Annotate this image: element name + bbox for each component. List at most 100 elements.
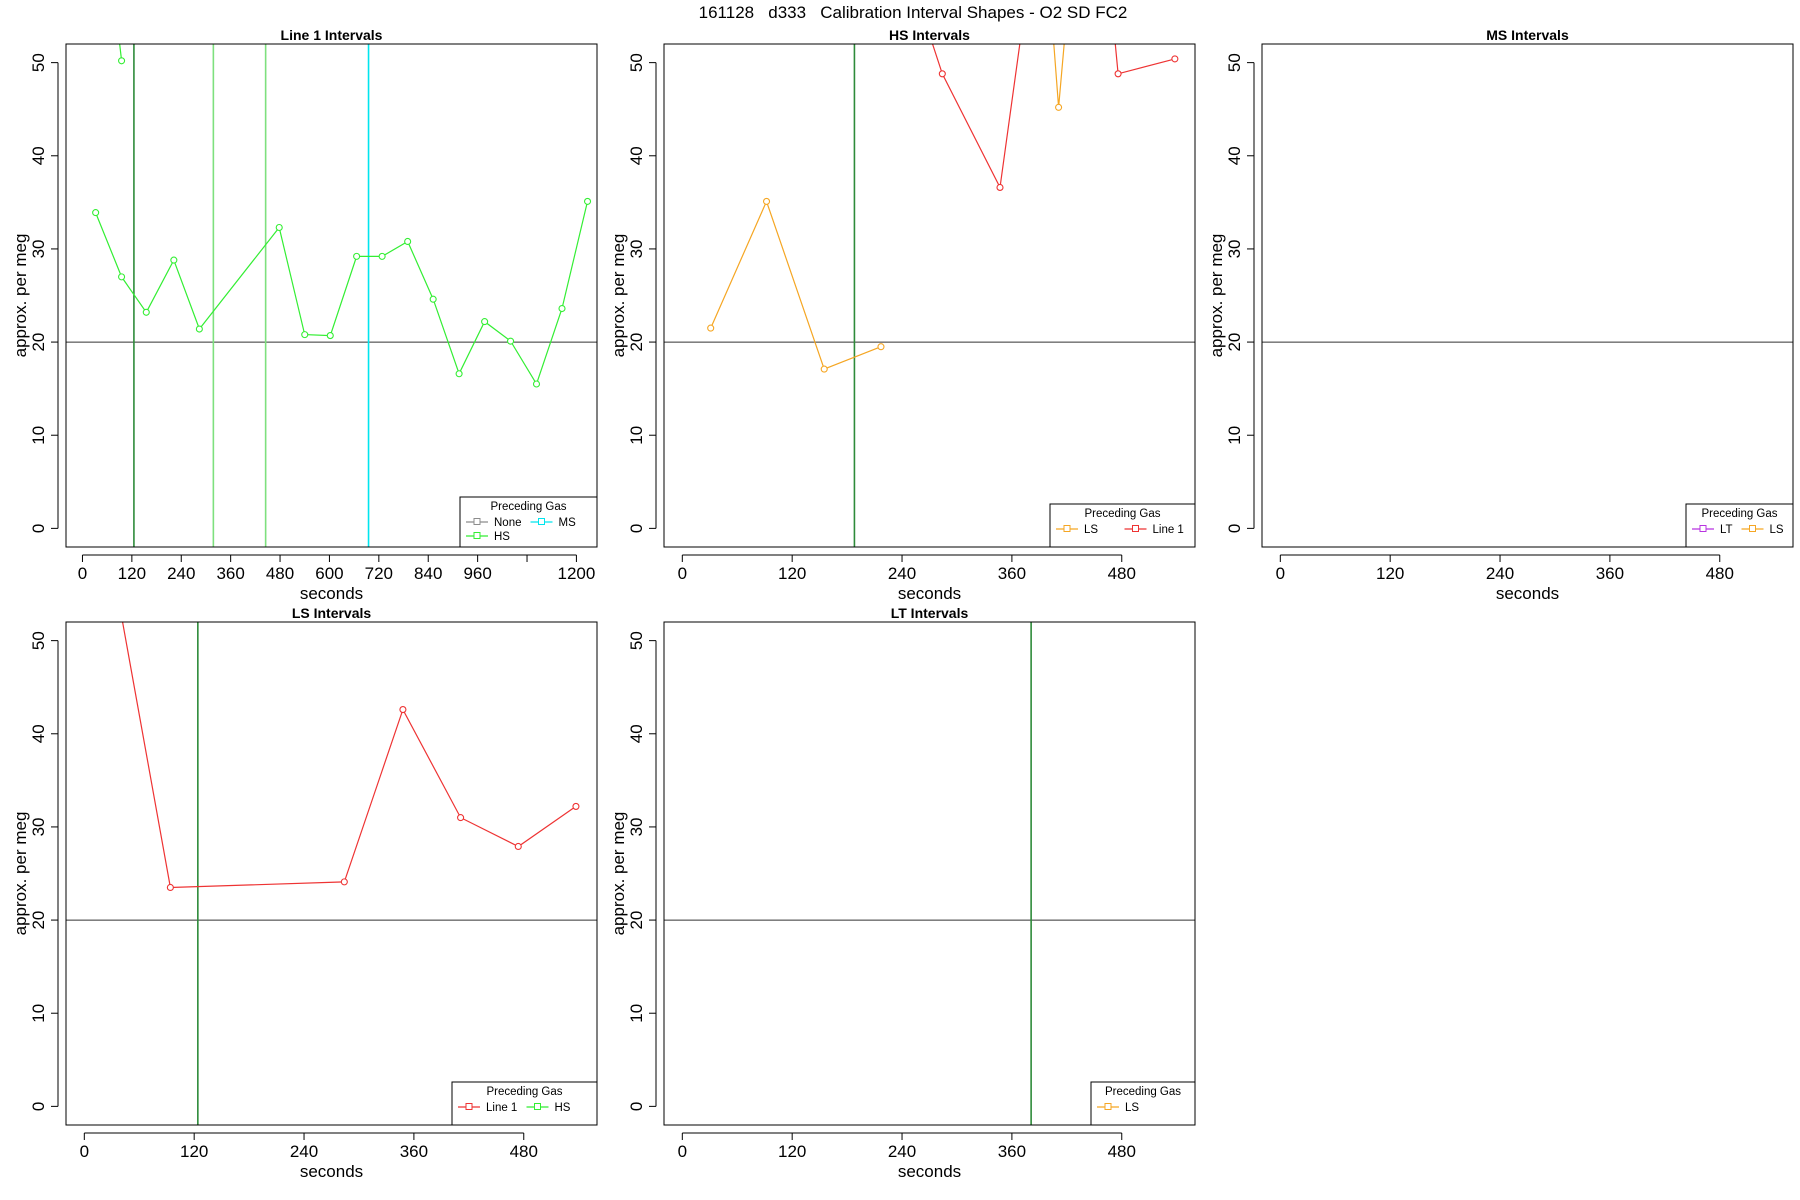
- legend-title: Preceding Gas: [1084, 508, 1160, 520]
- data-point: [572, 802, 580, 810]
- y-tick-label: 30: [627, 239, 646, 258]
- x-axis: 0 120 240 360 480 seconds: [1276, 554, 1734, 603]
- legend-label: Line 1: [486, 1102, 517, 1114]
- x-axis: 0 120 240 360 480 seconds: [80, 1132, 538, 1181]
- legend-swatch-marker: [465, 1103, 473, 1110]
- legend-swatch-marker: [534, 1103, 541, 1110]
- legend-label: Line 1: [1153, 524, 1184, 536]
- x-tick-label: 1200: [558, 564, 596, 583]
- x-axis: 0 120 240 360 480 seconds: [678, 554, 1136, 603]
- chart-panel: LT Intervals 0 10 20 30 40 50 approx. per meg 0 1…: [609, 605, 1196, 1181]
- x-tick-label: 240: [167, 564, 195, 583]
- x-tick-label: 960: [463, 564, 491, 583]
- data-point: [481, 318, 489, 326]
- plot-frame: [663, 43, 1196, 548]
- data-point: [378, 252, 386, 260]
- x-tick-label: 240: [888, 564, 916, 583]
- y-tick-label: 30: [627, 817, 646, 836]
- y-axis-label: approx. per meg: [11, 812, 30, 936]
- y-tick-label: 0: [627, 524, 646, 533]
- data-point: [301, 331, 309, 339]
- legend-swatch-marker: [1063, 525, 1071, 532]
- legend: Preceding Gas Line 1 HS: [451, 1081, 598, 1126]
- data-point: [938, 70, 946, 78]
- legend-label: LS: [1770, 524, 1784, 536]
- x-tick-label: 0: [78, 564, 87, 583]
- series-line: [1053, 44, 1065, 108]
- y-tick-label: 20: [627, 333, 646, 352]
- y-tick-label: 10: [29, 1004, 48, 1023]
- data-point: [877, 343, 885, 351]
- y-tick-label: 50: [29, 631, 48, 650]
- y-tick-label: 20: [29, 911, 48, 930]
- y-tick-label: 50: [1225, 53, 1244, 72]
- legend-label: LS: [1125, 1102, 1139, 1114]
- x-tick-label: 600: [315, 564, 343, 583]
- plot-area: [66, 44, 597, 547]
- plot-area: [664, 44, 1195, 547]
- data-point: [1055, 103, 1063, 111]
- legend-swatch-marker: [1749, 525, 1756, 532]
- plot-frame: [65, 43, 598, 548]
- x-tick-label: 120: [1376, 564, 1404, 583]
- y-tick-label: 0: [627, 1102, 646, 1111]
- legend-title: Preceding Gas: [1701, 508, 1777, 520]
- chart-panel: Line 1 Intervals 0 10 20 30 40 50 approx. per m…: [11, 27, 598, 603]
- data-point: [170, 256, 178, 264]
- y-tick-label: 0: [29, 1102, 48, 1111]
- legend-box: [451, 1081, 598, 1126]
- x-axis-label: seconds: [300, 1162, 363, 1181]
- chart-title: Line 1 Intervals: [281, 27, 383, 43]
- y-tick-label: 40: [29, 724, 48, 743]
- series-line: [931, 44, 1021, 190]
- y-tick-label: 40: [627, 724, 646, 743]
- plot-frame: [65, 621, 598, 1126]
- legend: Preceding Gas None MS HS: [459, 496, 598, 548]
- data-point: [118, 273, 126, 281]
- x-tick-label: 360: [998, 1142, 1026, 1161]
- y-axis: 0 10 20 30 40 50 approx. per meg: [11, 53, 59, 533]
- y-tick-label: 50: [29, 53, 48, 72]
- data-point: [996, 183, 1004, 191]
- y-axis: 0 10 20 30 40 50 approx. per meg: [11, 631, 59, 1111]
- x-tick-label: 480: [266, 564, 294, 583]
- y-axis: 0 10 20 30 40 50 approx. per meg: [1207, 53, 1255, 533]
- x-tick-label: 360: [998, 564, 1026, 583]
- y-axis-label: approx. per meg: [609, 234, 628, 358]
- x-tick-label: 240: [1486, 564, 1514, 583]
- data-point: [353, 252, 361, 260]
- legend-label: HS: [494, 531, 510, 543]
- series-line: [710, 199, 882, 370]
- x-tick-label: 0: [1276, 564, 1285, 583]
- y-tick-label: 30: [1225, 239, 1244, 258]
- x-tick-label: 0: [678, 564, 687, 583]
- plot-area: [66, 622, 597, 1125]
- chart-panel: LS Intervals 0 10 20 30 40 50 approx. per meg 0 1…: [11, 605, 598, 1181]
- legend-label: LS: [1084, 524, 1098, 536]
- y-tick-label: 10: [627, 426, 646, 445]
- series-line: [119, 44, 123, 61]
- legend-title: Preceding Gas: [490, 501, 566, 513]
- y-tick-label: 50: [627, 53, 646, 72]
- y-tick-label: 10: [1225, 426, 1244, 445]
- data-point: [326, 332, 334, 340]
- x-tick-label: 240: [888, 1142, 916, 1161]
- plot-frame: [663, 621, 1196, 1126]
- y-tick-label: 10: [627, 1004, 646, 1023]
- legend-label: MS: [559, 517, 577, 529]
- x-tick-label: 0: [678, 1142, 687, 1161]
- data-point: [399, 706, 407, 714]
- x-tick-label: 360: [216, 564, 244, 583]
- legend-title: Preceding Gas: [1105, 1086, 1181, 1098]
- data-point: [532, 380, 541, 388]
- data-point: [558, 304, 566, 313]
- x-tick-label: 360: [1596, 564, 1624, 583]
- legend-swatch-marker: [1104, 1103, 1112, 1110]
- series-line: [121, 622, 577, 889]
- y-tick-label: 20: [627, 911, 646, 930]
- x-axis-label: seconds: [300, 584, 363, 603]
- x-axis: 0 120 240 360 480 600 720 840 960 1200 seconds: [78, 554, 596, 603]
- plot-area: [664, 622, 1195, 1125]
- series-line: [1114, 44, 1176, 75]
